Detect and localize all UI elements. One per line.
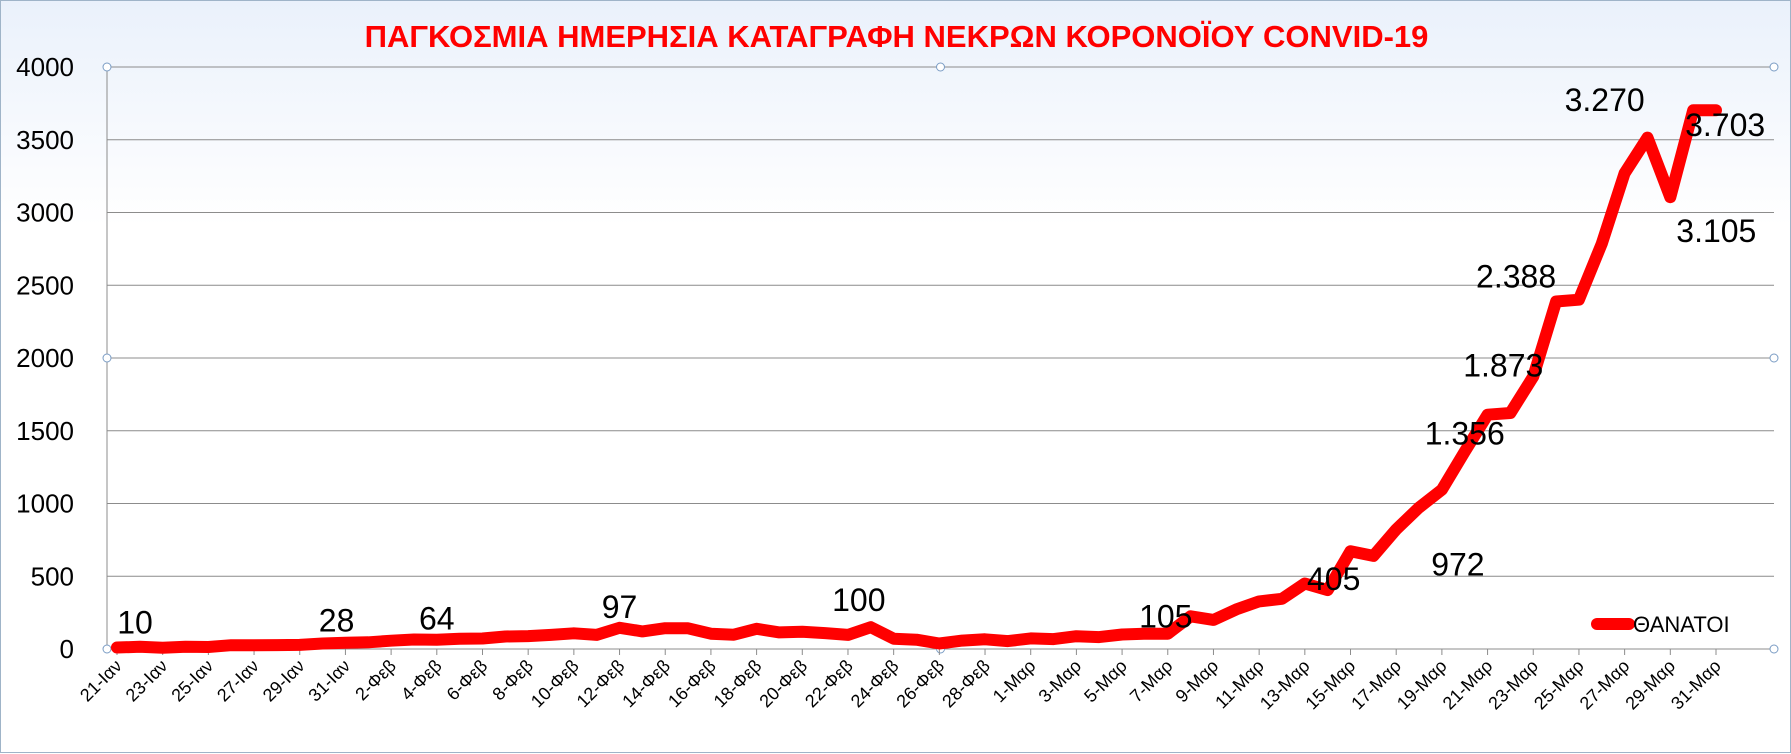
x-tick-label: 29-Μαρ <box>1621 656 1679 714</box>
x-tick-label: 21-Μαρ <box>1439 656 1497 714</box>
x-tick-label: 22-Φεβ <box>801 656 857 712</box>
x-tick-label: 31-Ιαν <box>304 656 354 706</box>
y-tick-label: 3500 <box>16 125 74 155</box>
x-tick-label: 3-Μαρ <box>1035 656 1086 707</box>
x-tick-label: 31-Μαρ <box>1667 656 1725 714</box>
x-tick-label: 27-Ιαν <box>213 656 263 706</box>
x-tick-label: 6-Φεβ <box>443 656 492 705</box>
x-tick-label: 19-Μαρ <box>1393 656 1451 714</box>
x-tick-label: 2-Φεβ <box>351 656 400 705</box>
x-tick-label: 24-Φεβ <box>847 656 903 712</box>
plot-handle <box>102 62 112 72</box>
legend-label: ΘΑΝΑΤΟΙ <box>1633 612 1730 637</box>
data-label: 1.873 <box>1463 347 1543 383</box>
x-tick-label: 23-Μαρ <box>1484 656 1542 714</box>
data-label: 405 <box>1307 561 1360 597</box>
x-tick-label: 23-Ιαν <box>122 656 172 706</box>
x-tick-label: 21-Ιαν <box>76 656 126 706</box>
plot-handle <box>1769 353 1779 363</box>
x-axis: 21-Ιαν23-Ιαν25-Ιαν27-Ιαν29-Ιαν31-Ιαν2-Φε… <box>76 649 1725 713</box>
x-tick-label: 18-Φεβ <box>710 656 766 712</box>
y-tick-label: 2000 <box>16 343 74 373</box>
x-tick-label: 17-Μαρ <box>1347 656 1405 714</box>
x-tick-label: 16-Φεβ <box>664 656 720 712</box>
y-tick-label: 4000 <box>16 52 74 82</box>
x-tick-label: 28-Φεβ <box>938 656 994 712</box>
plot-handle <box>936 62 945 72</box>
plot-handle <box>1769 644 1779 654</box>
x-tick-label: 5-Μαρ <box>1080 656 1131 707</box>
y-tick-label: 3000 <box>16 198 74 228</box>
data-label: 972 <box>1431 547 1484 583</box>
x-tick-label: 26-Φεβ <box>892 656 948 712</box>
data-label: 28 <box>319 602 355 638</box>
series-line <box>111 104 1722 654</box>
legend: ΘΑΝΑΤΟΙ <box>1591 612 1730 637</box>
data-label: 100 <box>832 582 885 618</box>
x-tick-label: 1-Μαρ <box>989 656 1040 707</box>
data-label: 10 <box>117 605 153 641</box>
x-tick-label: 15-Μαρ <box>1302 656 1360 714</box>
y-tick-label: 0 <box>60 634 74 664</box>
x-tick-label: 13-Μαρ <box>1256 656 1314 714</box>
x-tick-label: 7-Μαρ <box>1126 656 1177 707</box>
plot-handle <box>102 644 112 654</box>
y-tick-label: 1500 <box>16 416 74 446</box>
chart-title: ΠΑΓΚΟΣΜΙΑ ΗΜΕΡΗΣΙΑ ΚΑΤΑΓΡΑΦΗ ΝΕΚΡΩΝ ΚΟΡΟ… <box>364 19 1429 54</box>
x-tick-label: 25-Ιαν <box>167 656 217 706</box>
x-tick-label: 25-Μαρ <box>1530 656 1588 714</box>
series-deaths <box>111 104 1722 654</box>
x-tick-label: 4-Φεβ <box>397 656 446 705</box>
plot-handle <box>102 353 112 363</box>
data-label: 97 <box>602 589 638 625</box>
x-tick-label: 14-Φεβ <box>618 656 674 712</box>
data-label: 2.388 <box>1476 259 1556 295</box>
data-label: 105 <box>1139 599 1192 635</box>
data-label: 1.356 <box>1425 416 1505 452</box>
x-tick-label: 27-Μαρ <box>1576 656 1634 714</box>
data-label: 3.105 <box>1676 213 1756 249</box>
data-label: 64 <box>419 601 455 637</box>
x-tick-label: 10-Φεβ <box>527 656 583 712</box>
y-tick-label: 1000 <box>16 489 74 519</box>
plot-handle <box>1769 62 1779 72</box>
data-labels: 10 28 64 97 100 105 405 972 1.356 1.873 2.388 3.270… <box>117 82 1765 640</box>
plot-area-border <box>102 62 1779 654</box>
x-tick-label: 20-Φεβ <box>755 656 811 712</box>
y-axis: 0 500 1000 1500 2000 2500 3000 3500 4000 <box>16 52 74 664</box>
x-tick-label: 29-Ιαν <box>259 656 309 706</box>
y-tick-label: 500 <box>31 561 74 591</box>
y-tick-label: 2500 <box>16 270 74 300</box>
data-label: 3.703 <box>1685 107 1765 143</box>
data-label: 3.270 <box>1565 82 1645 118</box>
gridlines <box>107 66 1774 650</box>
x-tick-label: 12-Φεβ <box>573 656 629 712</box>
